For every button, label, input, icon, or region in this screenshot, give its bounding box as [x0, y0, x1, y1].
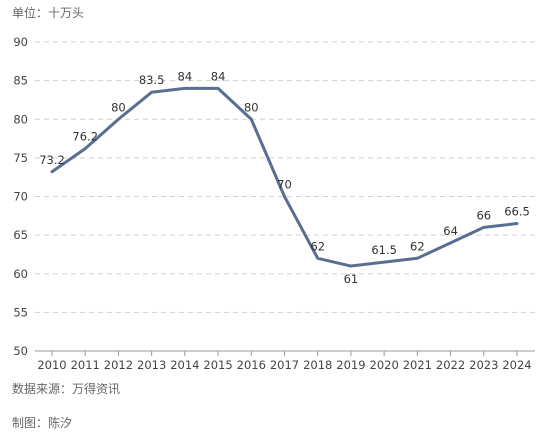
- y-tick-label: 85: [13, 74, 28, 88]
- series-line: [50, 86, 519, 268]
- x-tick-label: 2018: [303, 358, 332, 372]
- data-label: 84: [178, 69, 193, 83]
- data-label: 62: [310, 239, 325, 253]
- data-label: 66.5: [504, 205, 530, 219]
- y-tick-label: 55: [13, 305, 28, 319]
- x-tick-label: 2010: [37, 358, 66, 372]
- x-tick-label: 2021: [403, 358, 432, 372]
- data-label: 76.2: [72, 130, 98, 144]
- x-tick-label: 2015: [203, 358, 232, 372]
- data-label: 73.2: [39, 153, 65, 167]
- x-tick-label: 2017: [270, 358, 299, 372]
- x-tick-label: 2013: [137, 358, 166, 372]
- data-label: 62: [410, 239, 425, 253]
- data-label: 80: [244, 100, 259, 114]
- x-tick-label: 2014: [170, 358, 199, 372]
- x-tick-label: 2012: [104, 358, 133, 372]
- data-label: 64: [443, 224, 458, 238]
- credit-note: 制图：陈汐: [12, 416, 73, 430]
- line-chart: 50 55 60 65 70 75 80 85 90 2010 2011 2012 2013 2014 20…: [13, 35, 535, 372]
- data-label: 66: [476, 208, 491, 222]
- data-label: 83.5: [139, 73, 165, 87]
- x-tick-label: 2011: [71, 358, 100, 372]
- source-note: 数据来源：万得资讯: [12, 382, 121, 396]
- data-label: 61: [344, 272, 359, 286]
- y-tick-label: 60: [13, 267, 28, 281]
- y-tick-label: 80: [13, 112, 28, 126]
- y-tick-label: 75: [13, 151, 28, 165]
- x-tick-label: 2024: [502, 358, 531, 372]
- x-tick-label: 2023: [469, 358, 498, 372]
- data-label: 84: [211, 69, 226, 83]
- unit-label: 单位：十万头: [12, 6, 85, 20]
- x-tick-label: 2022: [436, 358, 465, 372]
- x-tick-label: 2016: [237, 358, 266, 372]
- data-label: 70: [277, 178, 292, 192]
- y-tick-label: 70: [13, 190, 28, 204]
- x-tick-label: 2019: [336, 358, 365, 372]
- data-label: 61.5: [371, 243, 397, 257]
- y-tick-label: 50: [13, 344, 28, 358]
- y-tick-label: 90: [13, 35, 28, 49]
- data-label: 80: [111, 100, 126, 114]
- x-tick-label: 2020: [370, 358, 399, 372]
- y-tick-label: 65: [13, 228, 28, 242]
